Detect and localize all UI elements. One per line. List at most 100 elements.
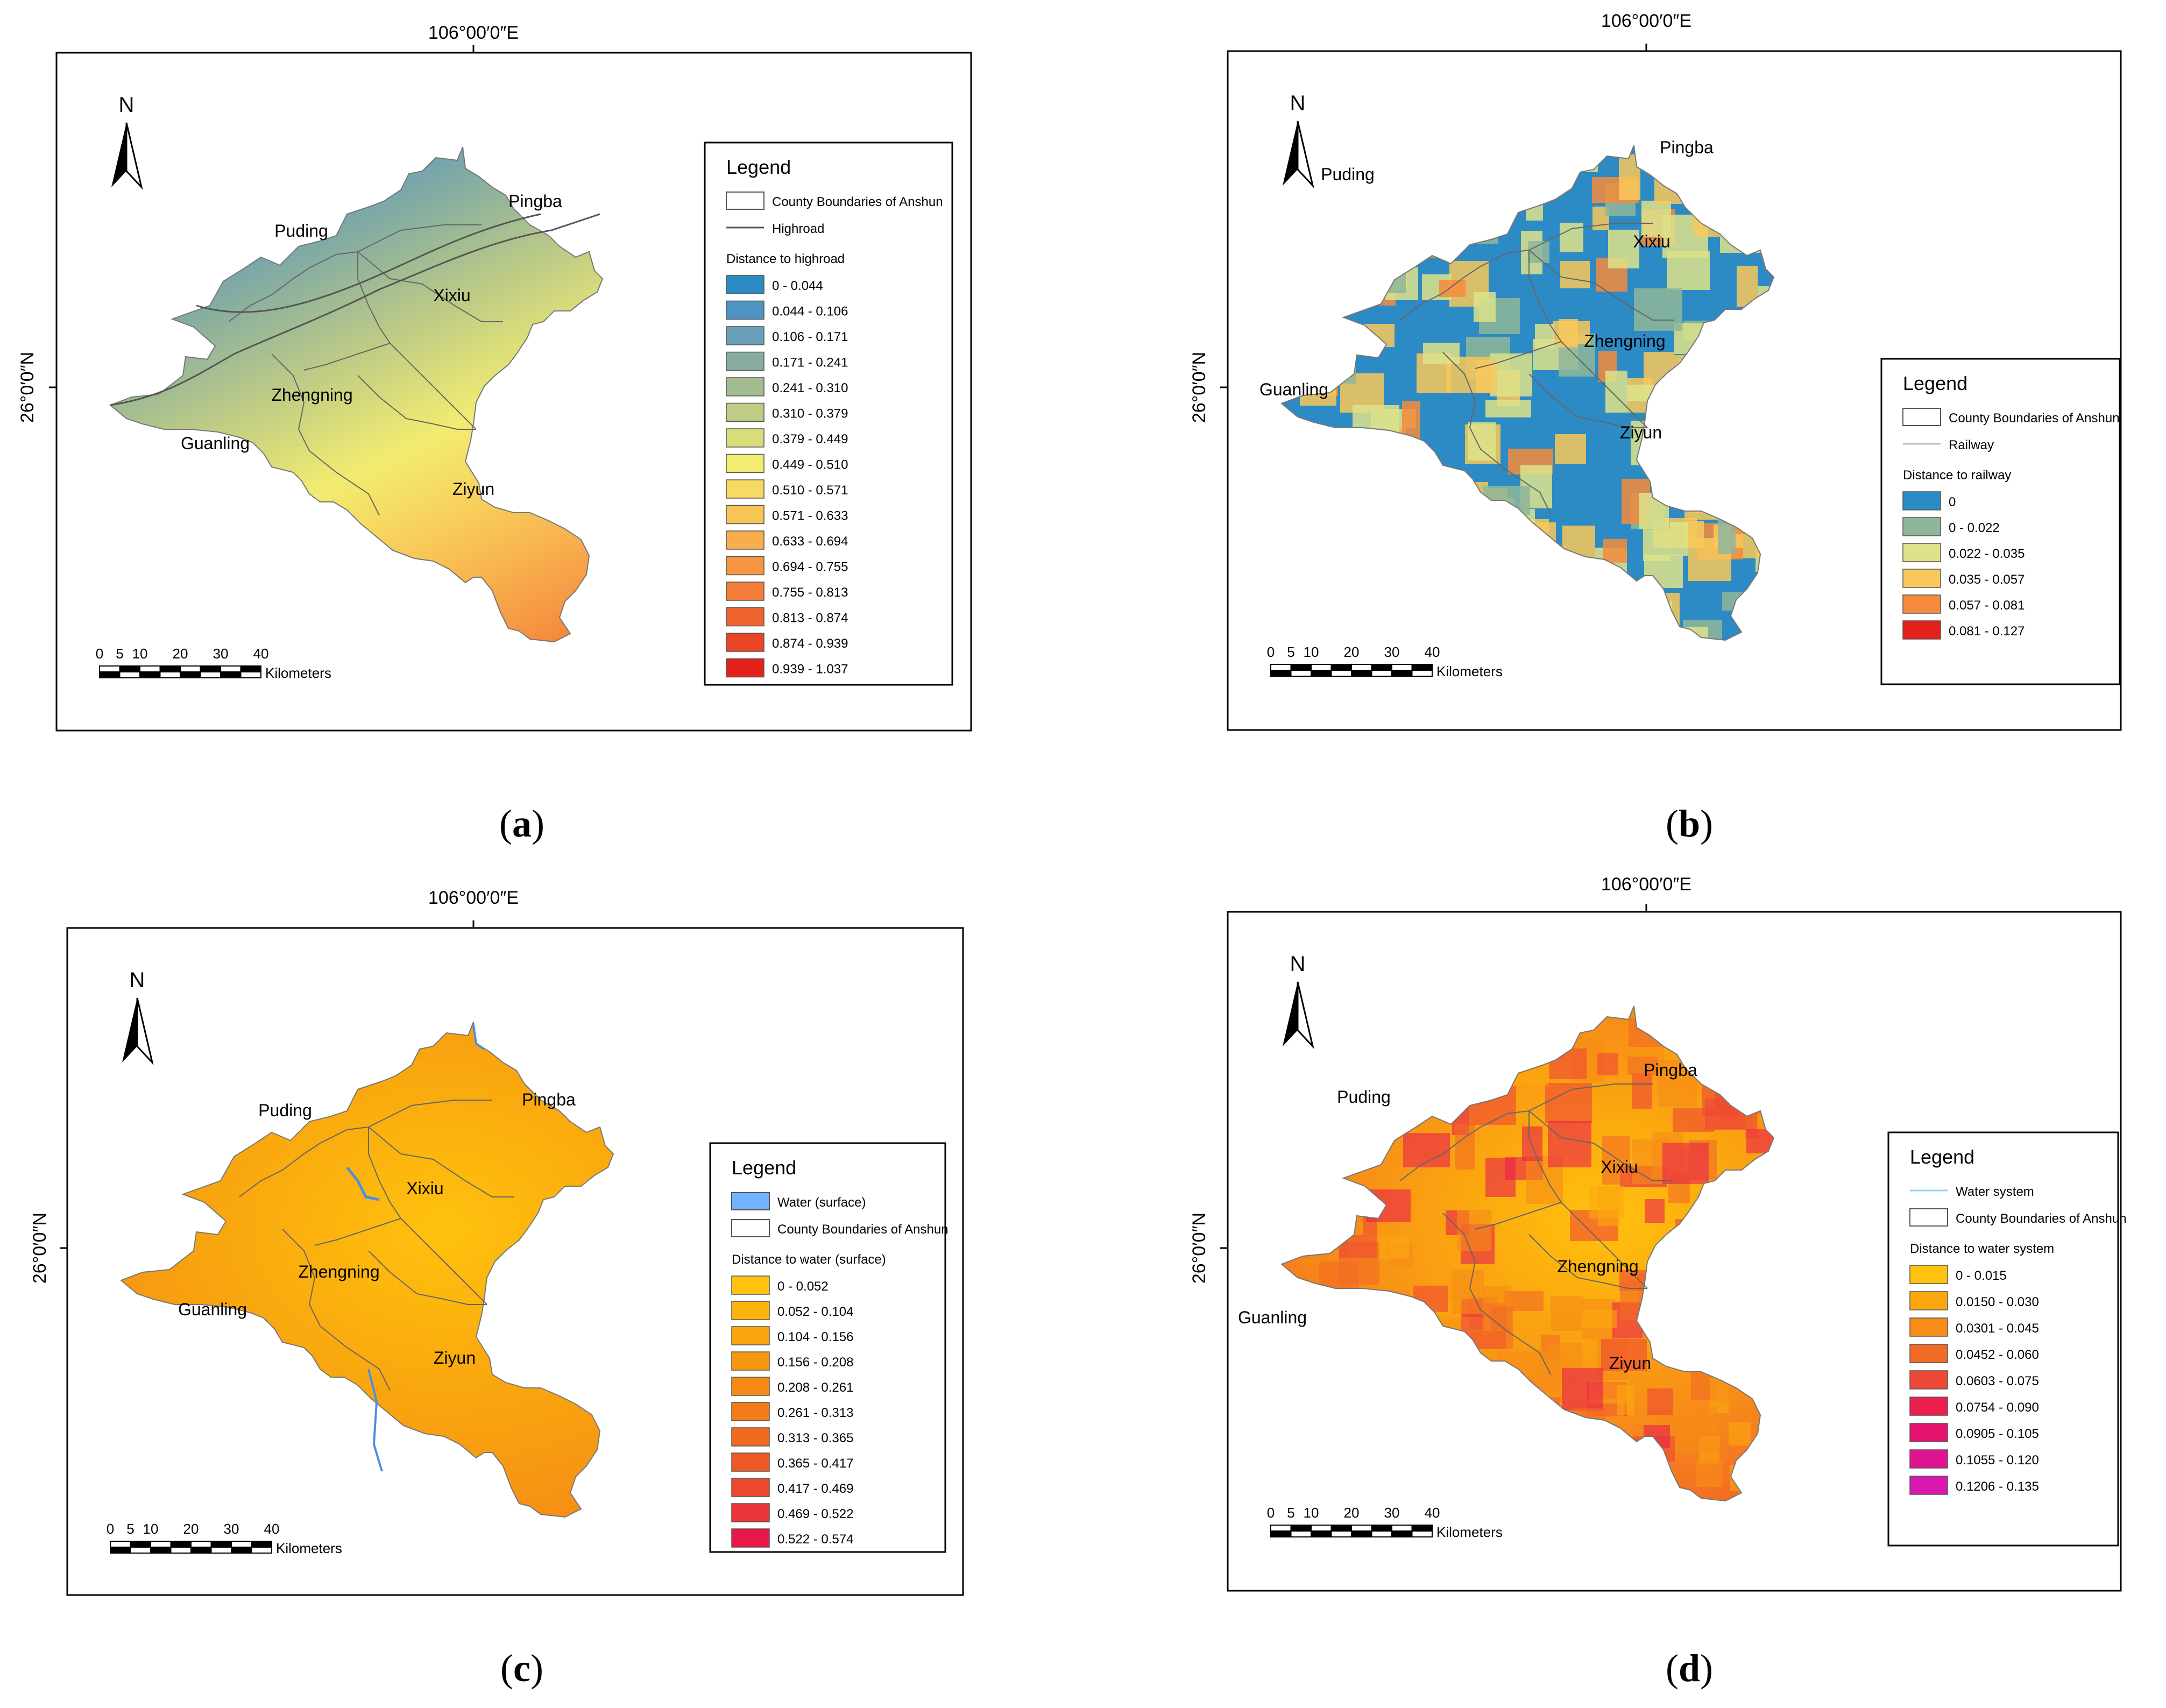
scalebar-tick-label: 40: [253, 646, 269, 662]
legend-class-label: 0.939 - 1.037: [772, 662, 848, 677]
scalebar-tick-label: 5: [116, 646, 123, 662]
north-arrow-icon: [111, 123, 126, 187]
legend-class-label: 0.469 - 0.522: [777, 1507, 853, 1521]
latitude-label: 26°0′0″N: [17, 352, 38, 423]
legend-symbol-label: County Boundaries of Anshun: [772, 195, 943, 209]
county-boundary: [1528, 223, 1653, 251]
legend-swatch: [1909, 1291, 1948, 1310]
legend-field-title: Distance to water (surface): [732, 1252, 886, 1267]
county-label-ziyun: Ziyun: [434, 1348, 476, 1367]
legend-symbol-label: Railway: [1949, 438, 1994, 452]
latitude-label: 26°0′0″N: [1189, 352, 1209, 423]
legend-class-label: 0.874 - 0.939: [772, 636, 848, 651]
map-panel-a: 106°00′0″E 26°0′0″N Puding Pingba Xixiu Zheng…: [17, 23, 972, 732]
caption-c: (c): [500, 1647, 543, 1690]
county-label-ziyun: Ziyun: [1609, 1353, 1651, 1373]
legend-swatch: [731, 1452, 770, 1472]
legend-swatch: [1909, 1449, 1948, 1469]
scalebar-tick-label: 40: [1425, 644, 1440, 660]
legend-symbol-label: Water system: [1956, 1185, 2034, 1199]
legend-title: Legend: [1903, 372, 1967, 394]
legend-class-label: 0.081 - 0.127: [1949, 624, 2025, 639]
county-boundary: [1528, 373, 1647, 428]
legend-swatch: [726, 453, 765, 473]
legend-swatch: [726, 556, 765, 576]
north-arrow-icon: [125, 122, 143, 190]
legend-swatch: [726, 377, 765, 396]
legend-title: Legend: [1910, 1146, 1974, 1168]
county-label-xixiu: Xixiu: [1601, 1157, 1638, 1177]
legend-swatch: [1902, 620, 1941, 640]
county-label-zhengning: Zhengning: [1557, 1257, 1638, 1276]
highroad-line: [110, 213, 600, 406]
map-frame: [1227, 50, 2122, 731]
scalebar-tick-label: 10: [1304, 1505, 1319, 1521]
water-line: [346, 1166, 380, 1201]
legend-class-label: 0.261 - 0.313: [777, 1406, 853, 1420]
county-label-guanling: Guanling: [1259, 380, 1328, 399]
legend-swatch: [726, 351, 765, 371]
scalebar-tick-label: 10: [132, 646, 148, 662]
longitude-label: 106°00′0″E: [428, 888, 519, 908]
map-frame: [66, 927, 964, 1596]
legend-class-label: 0.522 - 0.574: [777, 1532, 853, 1547]
legend-class-label: 0.035 - 0.057: [1949, 572, 2025, 587]
legend-class-label: 0.057 - 0.081: [1949, 598, 2025, 613]
north-arrow-icon: [1283, 982, 1298, 1046]
county-label-pingba: Pingba: [508, 192, 562, 211]
county-boundary: [1442, 352, 1551, 514]
legend-swatch: [1909, 1397, 1948, 1416]
county-boundary: [1528, 250, 1562, 342]
north-label: N: [130, 968, 145, 992]
legend-class-label: 0.241 - 0.310: [772, 381, 848, 395]
water-line: [472, 1024, 485, 1050]
legend-title: Legend: [732, 1157, 796, 1179]
county-boundary: [271, 353, 380, 516]
legend-class-label: 0.104 - 0.156: [777, 1330, 853, 1344]
county-label-xixiu: Xixiu: [433, 286, 470, 305]
legend-swatch: [731, 1301, 770, 1320]
county-label-zhengning: Zhengning: [271, 385, 352, 405]
legend-class-label: 0.1055 - 0.120: [1956, 1453, 2039, 1468]
legend-swatch: [726, 326, 765, 345]
county-boundary: [1561, 341, 1648, 428]
legend-class-label: 0.208 - 0.261: [777, 1380, 853, 1395]
map-frame: [1227, 911, 2122, 1592]
county-boundary: [1399, 250, 1530, 321]
legend-class-label: 0.813 - 0.874: [772, 611, 848, 626]
county-label-guanling: Guanling: [181, 434, 250, 453]
map-panel-c: 106°00′0″E 26°0′0″N Puding Pingba Xixiu Zheng…: [30, 888, 964, 1596]
legend-swatch: [1909, 1423, 1948, 1442]
legend-swatch: [731, 1402, 770, 1421]
legend-class-label: 0 - 0.022: [1949, 521, 2000, 535]
legend-field-title: Distance to highroad: [726, 252, 845, 266]
north-arrow-icon: [1297, 121, 1314, 189]
legend-swatch: [731, 1275, 770, 1295]
legend-class-label: 0.313 - 0.365: [777, 1431, 853, 1445]
scalebar-tick-label: 5: [1287, 644, 1294, 660]
county-label-xixiu: Xixiu: [406, 1179, 443, 1198]
legend-class-label: 0.755 - 0.813: [772, 585, 848, 600]
scalebar-unit: Kilometers: [276, 1540, 342, 1556]
legend-class-label: 0.0452 - 0.060: [1956, 1348, 2039, 1362]
latitude-label: 26°0′0″N: [1189, 1213, 1209, 1284]
legend-class-label: 0.106 - 0.171: [772, 330, 848, 344]
county-boundary: [368, 1127, 401, 1219]
legend-swatch: [731, 1377, 770, 1396]
legend-title: Legend: [726, 156, 791, 178]
longitude-label: 106°00′0″E: [428, 23, 519, 43]
legend-class-label: 0.0603 - 0.075: [1956, 1374, 2039, 1388]
legend-class-label: 0: [1949, 495, 1956, 509]
legend-class-label: 0.633 - 0.694: [772, 534, 848, 549]
scalebar-tick-label: 20: [173, 646, 188, 662]
county-label-puding: Puding: [1337, 1087, 1391, 1107]
legend-field-title: Distance to water system: [1910, 1242, 2054, 1256]
scalebar-tick-label: 0: [1267, 1505, 1275, 1521]
county-label-zhengning: Zhengning: [1584, 331, 1665, 351]
county-boundary: [228, 251, 358, 322]
scalebar-tick-label: 40: [264, 1521, 280, 1537]
legend-class-label: 0.365 - 0.417: [777, 1456, 853, 1471]
legend-swatch: [726, 275, 765, 294]
county-label-guanling: Guanling: [1238, 1308, 1307, 1327]
scalebar-tick-label: 30: [213, 646, 229, 662]
